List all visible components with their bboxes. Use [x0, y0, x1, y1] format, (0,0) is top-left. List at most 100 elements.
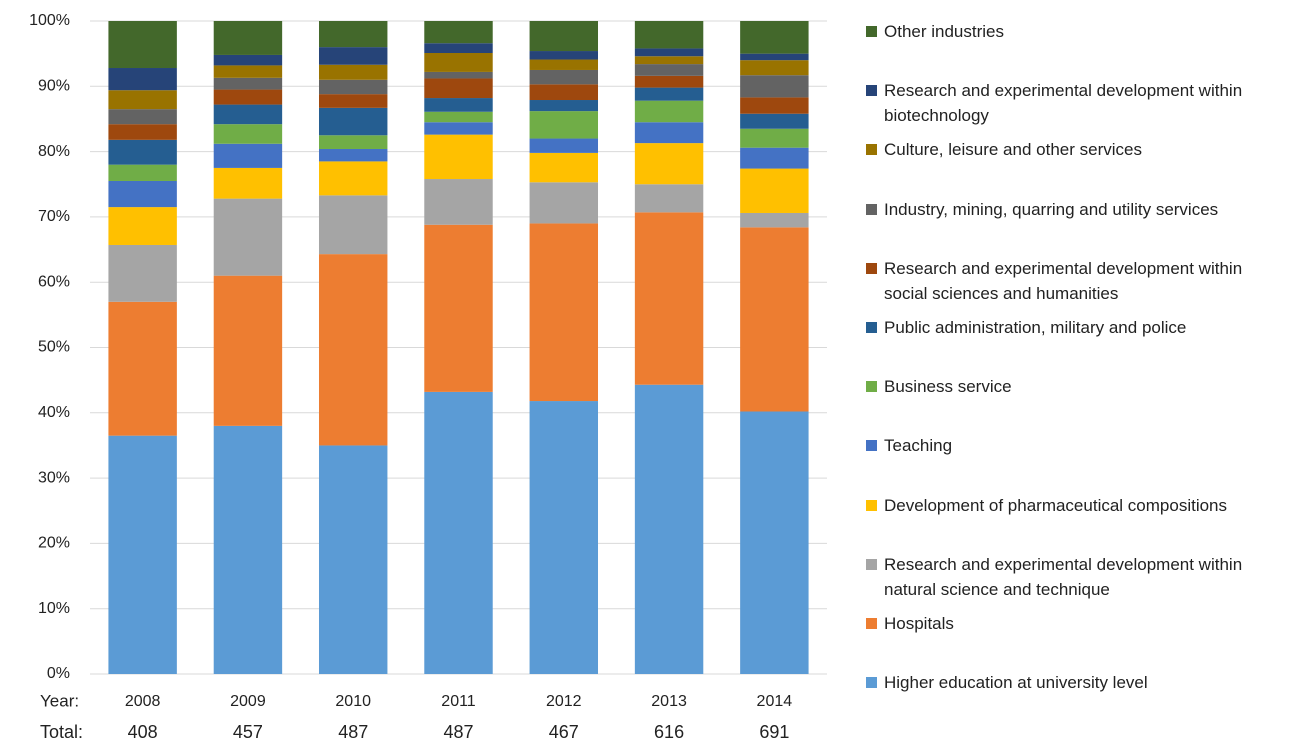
- bar-segment: [740, 97, 809, 114]
- y-tick-label: 30%: [38, 469, 70, 486]
- legend-label: Development of pharmaceutical compositio…: [884, 495, 1228, 515]
- bar-segment: [634, 100, 704, 123]
- y-tick-label: 20%: [38, 535, 70, 552]
- legend-label: Teaching: [884, 436, 953, 456]
- bar-segment: [424, 111, 493, 123]
- bar-segment: [108, 207, 177, 245]
- bar-segment: [108, 124, 177, 140]
- y-tick-label: 10%: [38, 600, 70, 617]
- bar-segment: [213, 143, 283, 168]
- total-label: 616: [654, 722, 684, 742]
- bar-segment: [529, 152, 599, 183]
- bar-segment: [318, 79, 388, 95]
- bar-segment: [740, 128, 809, 148]
- bar-segment: [108, 90, 177, 110]
- bar-segment: [213, 124, 283, 144]
- legend-item: Culture, leisure and other services: [866, 138, 1290, 162]
- bar-segment: [424, 179, 493, 225]
- legend-item: Research and experimental development wi…: [866, 79, 1290, 128]
- bar-segment: [318, 148, 388, 162]
- bar-segment: [108, 164, 177, 181]
- legend-swatch: [866, 203, 877, 215]
- bar-segment: [213, 21, 283, 55]
- legend-label: Research and experimental development wi…: [884, 258, 1243, 303]
- bar-segment: [318, 195, 388, 255]
- bar-segment: [213, 65, 283, 78]
- x-tick-label: 2010: [335, 693, 371, 710]
- bar-segment: [529, 59, 599, 70]
- legend-swatch: [866, 558, 877, 570]
- legend-label: Industry, mining, quarring and utility s…: [884, 199, 1219, 219]
- legend-swatch: [866, 677, 877, 689]
- bar-segment: [318, 254, 388, 446]
- bar-segment: [318, 161, 388, 196]
- legend-item: Hospitals: [866, 612, 1290, 636]
- bar-segment: [424, 98, 493, 112]
- y-tick-label: 60%: [38, 273, 70, 290]
- bar-segment: [318, 47, 388, 65]
- bar-segment: [108, 180, 177, 208]
- total-label: 691: [759, 722, 789, 742]
- total-label: 467: [549, 722, 579, 742]
- bar-segment: [318, 64, 388, 80]
- bar-segment: [424, 21, 493, 44]
- bar-segment: [529, 223, 599, 402]
- legend-item: Research and experimental development wi…: [866, 553, 1290, 602]
- legend-swatch: [866, 618, 877, 629]
- total-label: 457: [233, 722, 263, 742]
- bar-segment: [634, 143, 704, 185]
- legend-label: Research and experimental development wi…: [884, 554, 1243, 599]
- bar-segment: [318, 107, 388, 136]
- bar-segment: [634, 56, 704, 65]
- legend-item: Other industries: [866, 20, 1290, 44]
- bar-segment: [529, 84, 599, 101]
- bar-segment: [529, 100, 599, 112]
- bar-segment: [318, 135, 388, 149]
- total-row-label: Total:: [40, 722, 83, 742]
- bar-segment: [634, 48, 704, 57]
- legend-label: Other industries: [884, 22, 1004, 41]
- legend-swatch: [866, 144, 877, 156]
- bar-segment: [213, 54, 283, 66]
- legend-item: Research and experimental development wi…: [866, 257, 1290, 306]
- bar-segment: [529, 138, 599, 153]
- bar-segment: [424, 78, 493, 99]
- x-tick-label: 2012: [546, 693, 582, 710]
- legend-swatch: [866, 262, 877, 274]
- bar-segment: [108, 301, 177, 436]
- total-label: 487: [338, 722, 368, 742]
- bar-segment: [318, 94, 388, 108]
- x-tick-label: 2008: [125, 693, 161, 710]
- bar-segment: [213, 198, 283, 276]
- legend-label: Business service: [884, 377, 1012, 397]
- bar-segment: [529, 21, 599, 52]
- y-tick-label: 100%: [29, 12, 70, 29]
- bar-segment: [634, 75, 704, 88]
- bar-segment: [634, 122, 704, 144]
- legend-item: Business service: [866, 375, 1290, 399]
- legend-item: Teaching: [866, 434, 1290, 458]
- bar-segment: [529, 51, 599, 60]
- legend-item: Public administration, military and poli…: [866, 316, 1290, 340]
- bar-segment: [424, 391, 493, 674]
- bar-segment: [529, 182, 599, 224]
- bar-segment: [740, 227, 809, 412]
- bar-segment: [740, 168, 809, 213]
- bar-segment: [634, 21, 704, 49]
- legend-swatch: [866, 381, 877, 393]
- bar-segment: [424, 122, 493, 135]
- bar-segment: [213, 425, 283, 674]
- x-tick-label: 2009: [230, 693, 266, 710]
- legend-item: Development of pharmaceutical compositio…: [866, 494, 1290, 518]
- legend-label: Research and experimental development wi…: [884, 81, 1243, 126]
- y-tick-label: 70%: [38, 208, 70, 225]
- bar-segment: [108, 68, 177, 91]
- bar-segment: [213, 167, 283, 199]
- legend-swatch: [866, 85, 877, 97]
- y-tick-label: 90%: [38, 78, 70, 95]
- bar-segment: [740, 212, 809, 228]
- bar-segment: [740, 75, 809, 98]
